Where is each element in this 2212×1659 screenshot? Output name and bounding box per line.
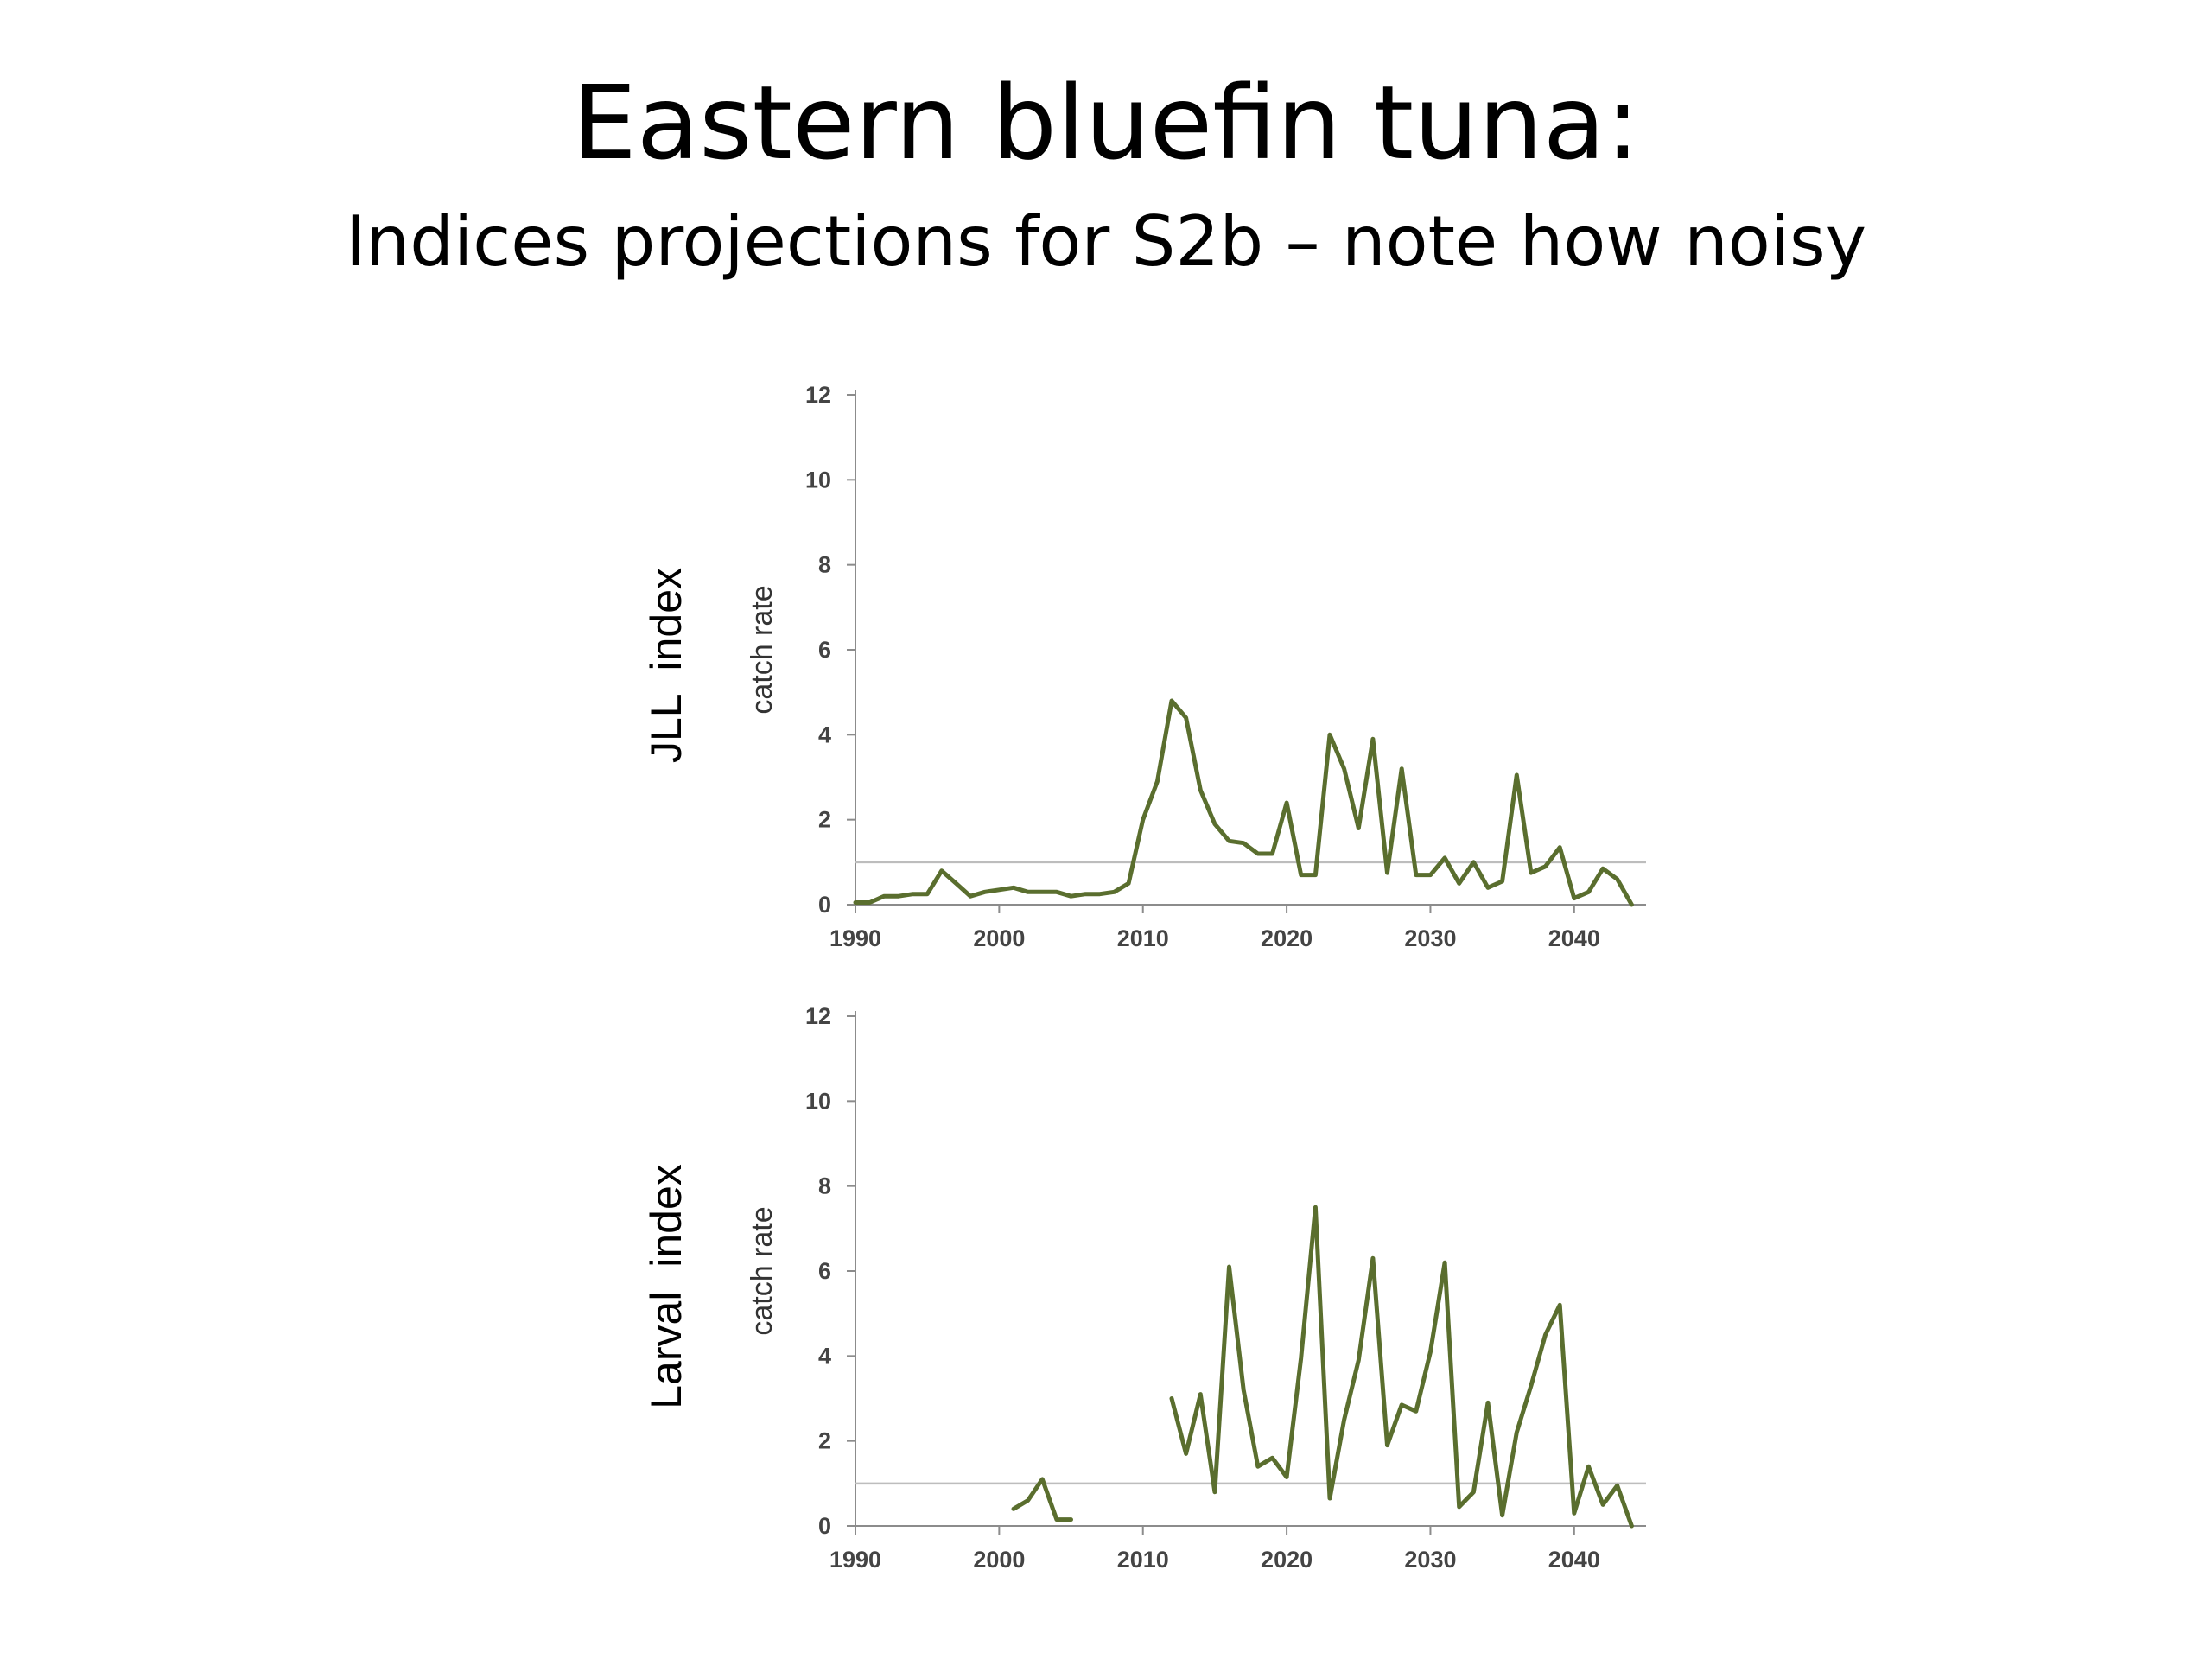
y-tick-label: 10 [805,1088,831,1114]
y-tick-label: 4 [818,1343,831,1369]
x-tick-label: 2000 [973,925,1025,951]
x-tick-label: 2030 [1404,1547,1456,1573]
row-label: Larval index [642,1164,690,1409]
y-tick-label: 2 [818,807,831,833]
series-line [853,698,1634,907]
x-tick-label: 2010 [1117,925,1169,951]
y-tick-label: 8 [818,552,831,578]
y-tick-label: 2 [818,1428,831,1454]
y-tick-label: 10 [805,467,831,493]
y-axis-label: catch rate [746,585,779,714]
x-tick-label: 1990 [830,1547,881,1573]
y-tick-label: 8 [818,1173,831,1199]
y-tick-label: 12 [805,382,831,408]
slide-subtitle: Indices projections for S2b – note how n… [345,201,1867,282]
x-tick-label: 2040 [1548,1547,1600,1573]
y-tick-label: 0 [818,1513,831,1539]
chart-jll-index: 0 2 4 6 8 10 12 1990 2000 2010 2020 2030 2040 catch r… [642,382,1646,951]
y-axis-label: catch rate [746,1206,779,1335]
series-line [1011,1477,1073,1522]
x-tick-label: 1990 [830,925,881,951]
y-tick-label: 6 [818,637,831,663]
y-tick-label: 6 [818,1258,831,1284]
slide-title: Eastern bluefin tuna: [572,63,1640,182]
x-tick-label: 2030 [1404,925,1456,951]
x-tick-label: 2020 [1261,925,1313,951]
series-line [1169,1205,1634,1529]
x-tick-label: 2000 [973,1547,1025,1573]
x-tick-label: 2010 [1117,1547,1169,1573]
x-tick-label: 2040 [1548,925,1600,951]
y-tick-label: 0 [818,892,831,918]
y-tick-label: 12 [805,1003,831,1029]
x-tick-label: 2020 [1261,1547,1313,1573]
chart-larval-index: 0 2 4 6 8 10 12 1990 2000 2010 2020 2030 2040 catch r… [642,1003,1646,1573]
row-label: JLL index [642,568,690,763]
y-tick-label: 4 [818,721,831,747]
